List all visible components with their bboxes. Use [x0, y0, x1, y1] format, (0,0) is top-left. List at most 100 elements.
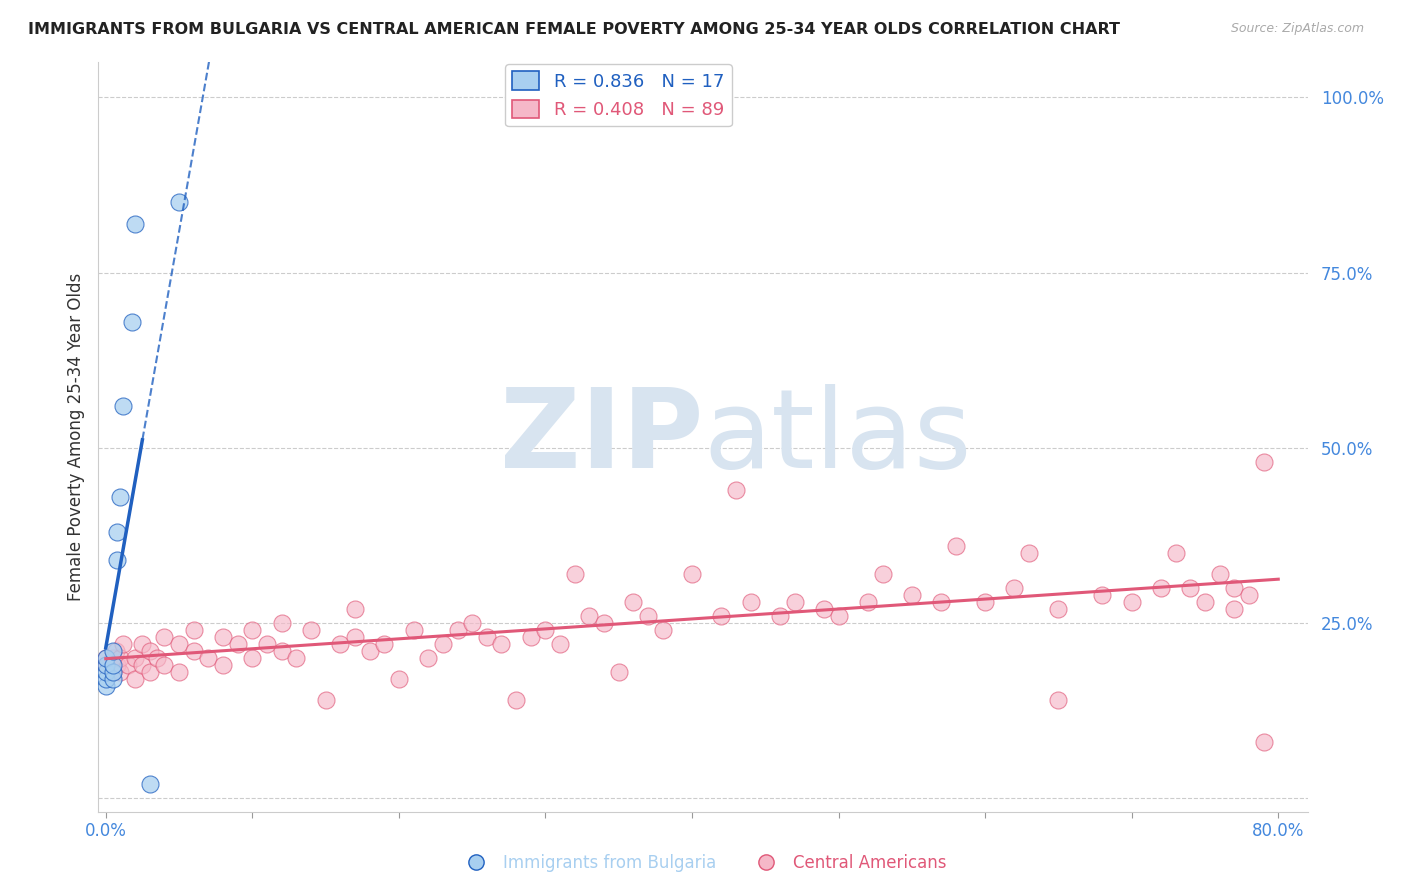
Point [240, 650, 263, 665]
Point [270, 643, 292, 657]
Point [101, 665, 124, 679]
Point [621, 594, 644, 608]
Point [94, 672, 117, 686]
Point [110, 665, 132, 679]
Point [359, 643, 381, 657]
Point [107, 657, 129, 672]
Point [131, 657, 153, 672]
Point [153, 630, 176, 644]
Point [138, 643, 160, 657]
Point [270, 615, 292, 630]
Point [607, 665, 630, 679]
Point [1253, 734, 1275, 748]
Point [107, 524, 129, 539]
Point [107, 552, 129, 566]
Point [929, 594, 952, 608]
Point [112, 399, 135, 413]
Point [124, 650, 146, 665]
Point [94, 665, 117, 679]
Point [101, 672, 124, 686]
Legend: Immigrants from Bulgaria, Central Americans: Immigrants from Bulgaria, Central Americ… [453, 847, 953, 879]
Point [901, 588, 924, 602]
Point [388, 672, 411, 686]
Point [491, 637, 513, 651]
Point [167, 665, 190, 679]
Point [110, 490, 132, 504]
Point [681, 566, 703, 581]
Point [974, 594, 997, 608]
Point [578, 608, 600, 623]
Point [1180, 581, 1202, 595]
Point [402, 623, 425, 637]
Point [94, 657, 117, 672]
Point [945, 539, 967, 553]
Point [256, 637, 278, 651]
Point [827, 608, 849, 623]
Point [1047, 601, 1070, 615]
Point [1091, 588, 1114, 602]
Point [105, 643, 128, 657]
Point [212, 630, 235, 644]
Point [520, 630, 543, 644]
Point [1150, 581, 1173, 595]
Point [418, 650, 440, 665]
Point [124, 217, 146, 231]
Text: ZIP: ZIP [499, 384, 703, 491]
Point [461, 615, 484, 630]
Point [343, 630, 366, 644]
Point [1004, 581, 1026, 595]
Point [329, 637, 352, 651]
Point [315, 692, 337, 706]
Text: Source: ZipAtlas.com: Source: ZipAtlas.com [1230, 22, 1364, 36]
Point [475, 630, 498, 644]
Y-axis label: Female Poverty Among 25-34 Year Olds: Female Poverty Among 25-34 Year Olds [66, 273, 84, 601]
Point [110, 650, 132, 665]
Point [94, 650, 117, 665]
Point [373, 637, 395, 651]
Point [1194, 594, 1216, 608]
Point [872, 566, 894, 581]
Point [1047, 692, 1070, 706]
Point [593, 615, 616, 630]
Point [651, 623, 673, 637]
Point [740, 594, 762, 608]
Point [505, 692, 527, 706]
Point [856, 594, 879, 608]
Point [131, 637, 153, 651]
Text: atlas: atlas [703, 384, 972, 491]
Point [1223, 601, 1246, 615]
Point [112, 637, 135, 651]
Point [117, 657, 139, 672]
Point [167, 637, 190, 651]
Point [769, 608, 792, 623]
Point [124, 672, 146, 686]
Point [212, 657, 235, 672]
Point [710, 608, 733, 623]
Point [1164, 546, 1187, 560]
Point [724, 483, 747, 497]
Point [183, 623, 205, 637]
Point [1208, 566, 1230, 581]
Point [813, 601, 835, 615]
Point [1121, 594, 1143, 608]
Point [101, 643, 124, 657]
Point [1253, 454, 1275, 468]
Point [446, 623, 468, 637]
Point [183, 643, 205, 657]
Point [1018, 546, 1040, 560]
Point [226, 637, 249, 651]
Point [534, 623, 557, 637]
Point [138, 665, 160, 679]
Point [167, 195, 190, 210]
Point [101, 657, 124, 672]
Point [121, 314, 143, 328]
Point [101, 665, 124, 679]
Point [285, 650, 308, 665]
Point [343, 601, 366, 615]
Point [146, 650, 169, 665]
Point [153, 657, 176, 672]
Point [1223, 581, 1246, 595]
Point [548, 637, 571, 651]
Point [637, 608, 659, 623]
Point [240, 623, 263, 637]
